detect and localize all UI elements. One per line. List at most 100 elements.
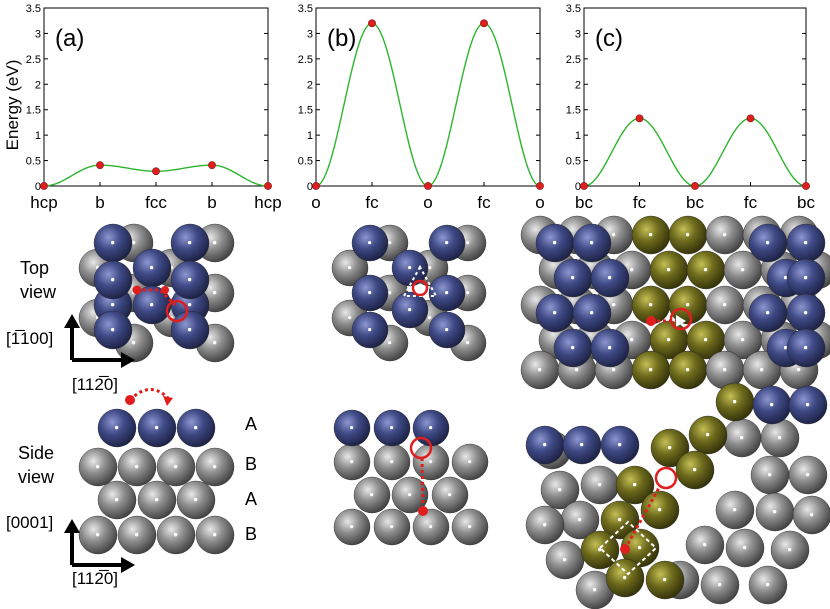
atom-sphere (333, 443, 371, 481)
energy-point (40, 182, 48, 190)
atom-sphere (786, 293, 826, 333)
atom-sphere (560, 500, 600, 540)
atom-sphere (553, 258, 593, 298)
atom-sphere (525, 505, 565, 545)
atom-sphere (93, 310, 133, 350)
energy-point (746, 114, 755, 123)
atom-sphere (412, 508, 450, 546)
y-tick-label: 1 (307, 130, 313, 142)
atom-sphere (351, 311, 389, 349)
atom-sphere (700, 565, 740, 605)
atom-sphere (788, 455, 828, 495)
y-tick-label: 2.5 (566, 54, 581, 66)
atom-sphere (786, 223, 826, 263)
stacking-label-1: A (245, 414, 257, 434)
y-tick-label: 3.5 (566, 3, 581, 15)
atom-sphere (535, 293, 575, 333)
atom-sphere (631, 215, 671, 255)
atom-sphere (686, 250, 726, 290)
atom-sphere (428, 274, 466, 312)
stacking-label-4: B (245, 524, 257, 544)
stacking-label-2: B (245, 454, 257, 474)
atom-sphere (760, 418, 800, 458)
atom-sphere (615, 465, 655, 505)
atom-sphere (78, 515, 118, 555)
hop-arrow-icon (163, 396, 173, 406)
arrow-head-icon (121, 352, 135, 368)
atom-sphere (170, 260, 210, 300)
energy-point (312, 182, 320, 190)
atom-sphere (331, 249, 369, 287)
x-tick-label: bc (797, 193, 815, 212)
y-tick-label: 1.5 (298, 105, 313, 117)
energy-chart-b: 0 0.5 1 1.5 2 2.5 3 3.5 o fc o fc o (b) (298, 3, 545, 212)
atom-sphere (97, 480, 137, 520)
target-site-ring (411, 279, 429, 297)
y-tick-label: 3.5 (26, 3, 41, 15)
atom-sphere (600, 425, 640, 465)
energy-point (264, 182, 272, 190)
energy-point (152, 167, 160, 176)
atom-sphere (78, 447, 118, 487)
x-tick-label: fc (365, 193, 379, 212)
atom-sphere (748, 565, 788, 605)
energy-point (536, 182, 544, 190)
atom-sphere (170, 223, 210, 263)
panel-label: (c) (595, 25, 623, 52)
y-tick-label: 2.5 (298, 54, 313, 66)
atom-sphere (786, 328, 826, 368)
atom-sphere (645, 560, 685, 600)
panel-label: (b) (327, 25, 356, 52)
x-tick-label: o (311, 193, 320, 212)
atom-sphere (572, 223, 612, 263)
y-tick-label: 1 (35, 130, 41, 142)
atom-sphere (705, 285, 745, 325)
target-site-ring (654, 466, 678, 490)
atom-sphere (562, 425, 602, 465)
energy-point (635, 114, 644, 123)
atom-sphere (553, 328, 593, 368)
y-tick-label: 2.5 (26, 54, 41, 66)
arrow-head-icon (64, 519, 80, 533)
x-tick-label: b (207, 193, 216, 212)
energy-point (368, 19, 376, 28)
atom-sphere (685, 525, 725, 565)
stacking-label-3: A (245, 489, 257, 509)
atom-sphere (723, 250, 763, 290)
atom-sphere (195, 447, 235, 487)
atom-sphere (373, 508, 411, 546)
atom-sphere (170, 310, 210, 350)
x-tick-label: b (95, 193, 104, 212)
atom-sphere (748, 223, 788, 263)
atom-sphere (688, 415, 728, 455)
x-tick-label: hcp (254, 193, 281, 212)
y-tick-label: 1.5 (26, 105, 41, 117)
x-tick-label: o (535, 193, 544, 212)
x-tick-label: fc (744, 193, 758, 212)
energy-point (691, 182, 699, 190)
atom-sphere (545, 540, 585, 580)
target-site-ring (165, 299, 189, 323)
atom-sphere (715, 382, 755, 422)
atom-sphere (391, 476, 429, 514)
structure-b-side-view (333, 409, 489, 546)
atom-sphere (748, 293, 788, 333)
atom-sphere (351, 224, 389, 262)
atom-sphere (428, 311, 466, 349)
atom-sphere (786, 258, 826, 298)
atom-sphere (176, 408, 216, 448)
atom-sphere (668, 285, 708, 325)
energy-point (96, 161, 104, 170)
atom-sphere (590, 328, 630, 368)
atom-sphere (353, 476, 391, 514)
y-tick-label: 2 (307, 79, 313, 91)
atom-sphere (792, 495, 830, 535)
atom-sphere (132, 248, 172, 288)
structure-a-side-view (78, 408, 235, 555)
atom-sphere (705, 215, 745, 255)
atom-sphere (156, 447, 196, 487)
atom-sphere (373, 409, 411, 447)
top-horizontal-direction: [112̅0] (72, 375, 118, 394)
structure-b-top-view (331, 224, 487, 362)
x-tick-label: fc (633, 193, 647, 212)
